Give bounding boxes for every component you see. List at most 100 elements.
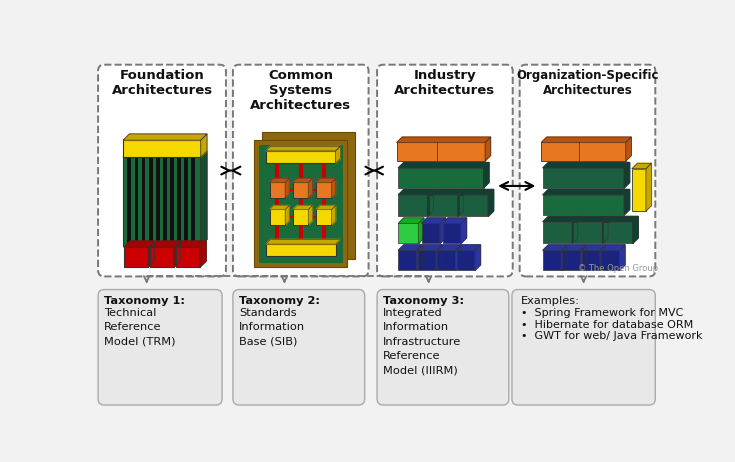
Polygon shape	[459, 189, 494, 195]
Bar	[142, 157, 146, 246]
Polygon shape	[581, 245, 587, 270]
Bar	[573, 222, 603, 243]
Bar	[422, 223, 440, 243]
Polygon shape	[331, 179, 336, 198]
Text: Examples:: Examples:	[521, 296, 580, 306]
Text: Taxonomy 3:: Taxonomy 3:	[383, 296, 465, 306]
Bar	[397, 142, 485, 161]
Bar	[543, 222, 573, 243]
Text: © The Open Group: © The Open Group	[578, 264, 659, 274]
Polygon shape	[624, 163, 630, 188]
Polygon shape	[398, 218, 424, 223]
Polygon shape	[316, 179, 336, 182]
Polygon shape	[428, 189, 433, 216]
FancyBboxPatch shape	[98, 290, 222, 405]
Polygon shape	[148, 241, 154, 267]
Bar	[459, 195, 488, 216]
Polygon shape	[397, 137, 490, 142]
Bar	[581, 250, 600, 270]
Text: •  Hibernate for database ORM: • Hibernate for database ORM	[521, 320, 694, 329]
Bar	[123, 157, 201, 246]
Polygon shape	[150, 241, 180, 247]
Bar	[148, 157, 152, 246]
Polygon shape	[417, 245, 423, 270]
Polygon shape	[123, 134, 207, 140]
Text: Foundation
Architectures: Foundation Architectures	[112, 69, 212, 97]
FancyBboxPatch shape	[377, 290, 509, 405]
Bar	[150, 247, 174, 267]
Polygon shape	[440, 218, 445, 243]
Polygon shape	[573, 216, 608, 222]
Polygon shape	[417, 245, 442, 250]
Polygon shape	[485, 137, 490, 161]
Polygon shape	[625, 137, 631, 161]
Bar	[603, 222, 633, 243]
Bar	[176, 247, 200, 267]
Polygon shape	[418, 218, 424, 243]
Bar	[293, 182, 309, 198]
Bar	[398, 168, 484, 188]
Bar	[270, 182, 285, 198]
Bar	[398, 250, 417, 270]
Bar	[184, 157, 187, 246]
Text: Integrated
Information
Infrastructure
Reference
Model (IIIRM): Integrated Information Infrastructure Re…	[383, 308, 462, 376]
Polygon shape	[601, 245, 625, 250]
Bar	[601, 250, 620, 270]
Bar	[316, 209, 331, 225]
Polygon shape	[543, 189, 630, 195]
Polygon shape	[266, 239, 340, 244]
Polygon shape	[475, 245, 481, 270]
Bar	[456, 250, 475, 270]
Bar	[170, 157, 173, 246]
Polygon shape	[398, 189, 433, 195]
Polygon shape	[293, 179, 312, 182]
Bar	[127, 157, 132, 246]
Bar	[543, 168, 624, 188]
Text: Taxonomy 2:: Taxonomy 2:	[239, 296, 320, 306]
Polygon shape	[437, 245, 442, 270]
Polygon shape	[200, 241, 207, 267]
Polygon shape	[174, 241, 180, 267]
Polygon shape	[581, 245, 606, 250]
Polygon shape	[573, 216, 578, 243]
Bar	[177, 157, 181, 246]
Polygon shape	[543, 216, 578, 222]
Text: Common
Systems
Architectures: Common Systems Architectures	[250, 69, 351, 112]
FancyBboxPatch shape	[233, 65, 368, 276]
Polygon shape	[422, 218, 445, 223]
Polygon shape	[336, 146, 340, 163]
Polygon shape	[293, 206, 312, 209]
Polygon shape	[270, 206, 289, 209]
Bar	[562, 250, 581, 270]
Bar	[270, 209, 285, 225]
Text: •  Spring Framework for MVC: • Spring Framework for MVC	[521, 308, 684, 318]
Polygon shape	[456, 245, 481, 250]
Polygon shape	[562, 245, 567, 270]
Polygon shape	[316, 206, 336, 209]
Bar	[162, 157, 167, 246]
Bar	[259, 145, 343, 262]
Bar	[316, 182, 331, 198]
Polygon shape	[562, 245, 587, 250]
FancyBboxPatch shape	[377, 65, 513, 276]
Polygon shape	[201, 151, 207, 246]
Polygon shape	[484, 163, 489, 188]
Polygon shape	[603, 216, 638, 222]
Polygon shape	[603, 216, 608, 243]
Bar	[156, 157, 159, 246]
Polygon shape	[176, 241, 207, 247]
Polygon shape	[543, 163, 630, 168]
Bar	[442, 223, 461, 243]
Polygon shape	[632, 163, 651, 169]
FancyBboxPatch shape	[98, 65, 226, 276]
Text: Technical
Reference
Model (TRM): Technical Reference Model (TRM)	[104, 308, 176, 347]
Bar	[135, 157, 138, 246]
Polygon shape	[442, 218, 467, 223]
Bar	[437, 250, 456, 270]
Polygon shape	[543, 245, 567, 250]
Polygon shape	[488, 189, 494, 216]
Polygon shape	[285, 179, 289, 198]
Bar	[293, 209, 309, 225]
Polygon shape	[398, 163, 489, 168]
Bar	[417, 250, 437, 270]
